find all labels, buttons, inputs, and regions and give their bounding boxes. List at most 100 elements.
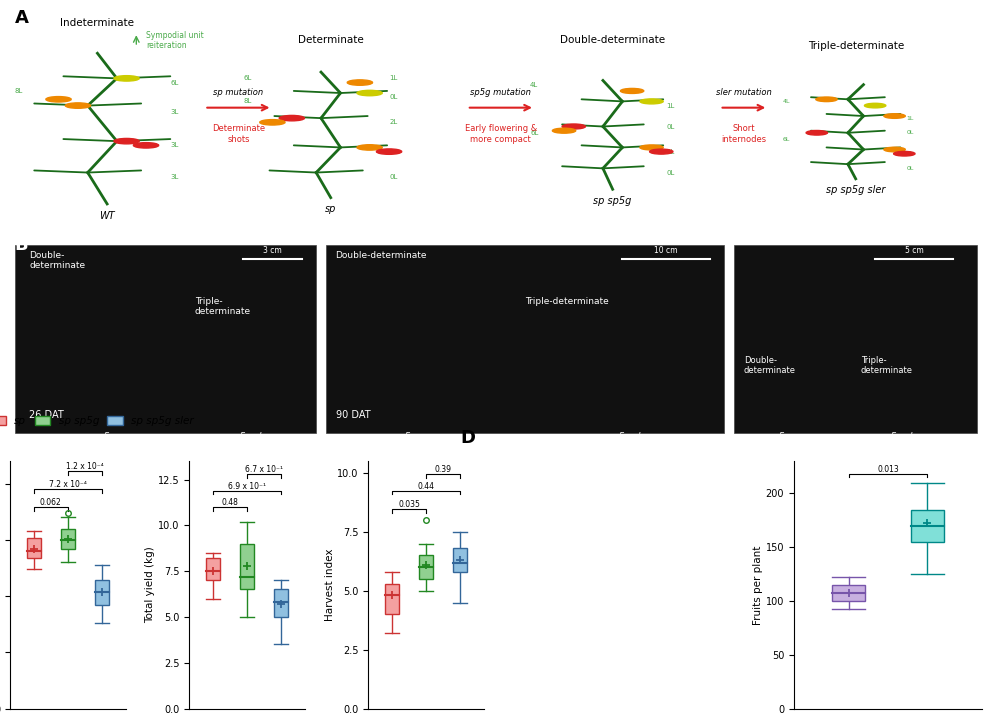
FancyBboxPatch shape [385, 583, 400, 615]
Text: 0.44: 0.44 [418, 482, 434, 490]
Circle shape [46, 97, 71, 102]
FancyBboxPatch shape [94, 581, 109, 605]
Text: 8L: 8L [15, 88, 23, 94]
Text: Sympodial unit
reiteration: Sympodial unit reiteration [146, 31, 203, 51]
Text: Double-
determinate: Double- determinate [744, 356, 796, 375]
Text: Triple-determinate: Triple-determinate [525, 297, 609, 306]
Circle shape [357, 90, 382, 95]
Text: 26 DAT: 26 DAT [30, 411, 64, 420]
Circle shape [562, 124, 585, 129]
Circle shape [279, 116, 305, 121]
Circle shape [884, 114, 906, 119]
Circle shape [640, 99, 664, 104]
Circle shape [114, 76, 139, 81]
Y-axis label: Harvest index: Harvest index [324, 549, 334, 621]
Text: A: A [15, 9, 29, 27]
Text: Double-determinate: Double-determinate [560, 35, 666, 45]
Text: 0L: 0L [667, 124, 675, 129]
Text: sp sp5g: sp sp5g [79, 432, 115, 441]
Text: 1L: 1L [389, 75, 398, 82]
Text: pger: pger [685, 690, 709, 701]
Text: 6.7 x 10⁻¹: 6.7 x 10⁻¹ [245, 465, 283, 474]
Text: 1.2 x 10⁻⁴: 1.2 x 10⁻⁴ [65, 462, 103, 471]
Circle shape [640, 145, 664, 150]
Text: 4L: 4L [530, 82, 539, 87]
Circle shape [65, 103, 90, 108]
Text: Indeterminate: Indeterminate [61, 18, 134, 28]
Text: B: B [15, 236, 29, 254]
Text: pgsp: pgsp [569, 690, 594, 701]
Text: 90 DAT: 90 DAT [335, 411, 370, 420]
Text: Short
internodes: Short internodes [721, 124, 767, 144]
Text: 0L: 0L [389, 174, 398, 180]
Text: sp sp5g sler: sp sp5g sler [826, 186, 886, 195]
Text: sler mutation: sler mutation [716, 88, 772, 97]
Text: Determinate: Determinate [298, 35, 364, 45]
Text: 0L: 0L [667, 169, 675, 176]
Text: sp sp5g: sp sp5g [755, 432, 791, 441]
Text: 0L: 0L [907, 166, 914, 171]
Circle shape [864, 103, 886, 108]
Circle shape [815, 97, 837, 102]
Circle shape [620, 88, 644, 93]
Circle shape [553, 128, 575, 133]
Circle shape [114, 138, 139, 144]
Text: sp sp5g sler: sp sp5g sler [595, 432, 650, 441]
Text: Triple-
determinate: Triple- determinate [194, 297, 251, 317]
FancyBboxPatch shape [274, 589, 289, 617]
Text: sp sp5g: sp sp5g [381, 432, 417, 441]
Text: 2L: 2L [389, 119, 398, 125]
Text: sp5g mutation: sp5g mutation [470, 88, 532, 97]
Text: 4L: 4L [783, 99, 791, 104]
Text: 3L: 3L [171, 109, 179, 115]
Text: 0.062: 0.062 [40, 498, 62, 507]
FancyBboxPatch shape [832, 585, 865, 601]
Text: 3 cm: 3 cm [263, 246, 282, 255]
Text: 0.035: 0.035 [399, 500, 421, 509]
Circle shape [650, 149, 673, 154]
FancyBboxPatch shape [15, 244, 316, 433]
Text: 59 DAT: 59 DAT [620, 468, 660, 478]
FancyBboxPatch shape [911, 510, 943, 542]
Text: sp sp5g: sp sp5g [593, 196, 632, 206]
Circle shape [376, 149, 402, 154]
Text: 0.48: 0.48 [221, 498, 238, 507]
Text: 0.39: 0.39 [434, 465, 451, 474]
Text: 1L: 1L [907, 151, 914, 156]
Circle shape [884, 147, 906, 152]
Text: 6L: 6L [171, 80, 179, 85]
Text: Triple-
determinate: Triple- determinate [861, 356, 913, 375]
Circle shape [357, 145, 382, 150]
Text: Determinate
shots: Determinate shots [212, 124, 265, 144]
FancyBboxPatch shape [453, 548, 467, 572]
FancyBboxPatch shape [420, 555, 434, 579]
FancyBboxPatch shape [206, 558, 220, 581]
Text: Double-determinate: Double-determinate [335, 251, 428, 260]
Y-axis label: Fruits per plant: Fruits per plant [753, 545, 763, 625]
Text: 6L: 6L [783, 137, 791, 142]
FancyBboxPatch shape [734, 244, 977, 433]
Text: sp sp5g sler: sp sp5g sler [216, 432, 271, 441]
FancyBboxPatch shape [240, 544, 254, 589]
Text: Triple-determinate: Triple-determinate [807, 41, 904, 51]
Text: 3L: 3L [171, 142, 179, 148]
Circle shape [347, 80, 373, 85]
Text: 6.9 x 10⁻¹: 6.9 x 10⁻¹ [228, 482, 266, 490]
Circle shape [894, 151, 915, 156]
Text: 8L: 8L [243, 98, 252, 104]
Circle shape [260, 119, 285, 125]
Text: 0L: 0L [389, 94, 398, 100]
Text: D: D [460, 429, 475, 447]
Text: 1L: 1L [667, 103, 675, 108]
FancyBboxPatch shape [61, 529, 75, 549]
Text: 1L: 1L [389, 149, 398, 155]
Text: 6L: 6L [243, 75, 252, 82]
FancyBboxPatch shape [326, 244, 724, 433]
Text: sp mutation: sp mutation [213, 88, 264, 97]
Text: Double-
determinate: Double- determinate [30, 251, 85, 270]
Text: Early flowering &
more compact: Early flowering & more compact [464, 124, 537, 144]
Text: 0.013: 0.013 [877, 465, 899, 474]
Text: 1L: 1L [907, 116, 914, 121]
Text: 10 cm: 10 cm [701, 469, 727, 478]
Text: 10 cm: 10 cm [655, 246, 678, 255]
